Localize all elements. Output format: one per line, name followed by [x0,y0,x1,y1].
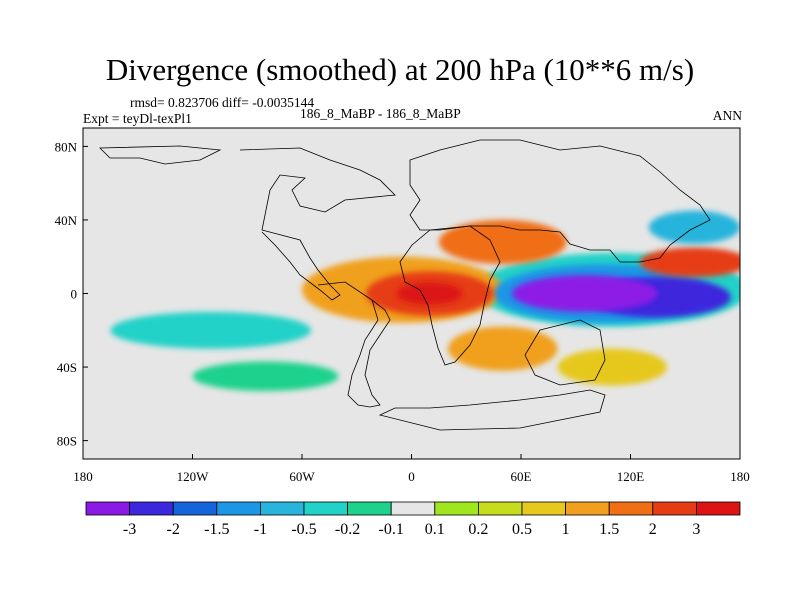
y-tick-label: 80N [55,139,78,154]
colorbar-label: -0.2 [335,521,360,538]
colorbar-label: 1 [562,521,570,538]
eurasia-outline [409,139,711,263]
australia-outline [524,319,606,386]
colorbar-swatch [696,501,741,516]
x-tick-label: 120W [177,469,210,484]
colorbar-label: -3 [123,521,136,538]
experiment-label: Expt = teyDl-texPl1 [83,111,192,126]
y-tick-label: 40S [57,360,77,375]
y-tick-label: 0 [71,287,78,302]
x-tick-label: 180 [73,469,93,484]
x-tick-label: 180 [730,469,750,484]
colorbar-swatch [434,501,479,516]
field-convergence-40N-160E [648,210,740,244]
x-tick-label: 120E [617,469,645,484]
x-tick-label: 60E [511,469,532,484]
colorbar-swatch [85,501,130,516]
colorbar-label: -0.5 [291,521,316,538]
colorbar-label: -1 [254,521,267,538]
y-tick-label: 40N [55,213,78,228]
divergence-field [110,210,740,391]
field-divergence-south-indian [557,348,667,386]
y-axis: 80N 40N 0 40S 80S [55,139,88,449]
season-label: ANN [712,108,742,123]
field-divergence-asia-25N [438,219,567,265]
colorbar-swatch [565,501,610,516]
colorbar-swatch [390,501,436,516]
colorbar-swatch [521,501,566,516]
y-tick-label: 80S [57,434,77,449]
colorbar-label: -1.5 [204,521,229,538]
field-divergence-africa-core [396,282,463,305]
north-america-outline [239,147,396,301]
colorbar-label: 0.1 [425,521,445,538]
colorbar-swatch [477,501,523,516]
colorbar-swatch [216,501,261,516]
field-convergence-south-pacific [110,311,312,349]
continent-outlines [99,139,711,431]
colorbar-swatch [259,501,305,516]
field-convergence-40S-atlantic [192,361,339,391]
colorbar-label: 1.5 [599,521,619,538]
colorbar-swatch [347,501,392,516]
colorbar-label: -0.1 [379,521,404,538]
field-divergence-east-pacific-20N [639,247,740,277]
colorbar-label: 2 [649,521,657,538]
colorbar-swatch [129,501,174,516]
rmsd-diff-label: rmsd= 0.823706 diff= -0.0035144 [130,95,315,110]
greenland-outline [99,145,222,165]
colorbar-swatch [608,501,654,516]
colorbar-label: 0.5 [512,521,532,538]
x-tick-label: 60W [289,469,315,484]
colorbar-swatch [172,501,218,516]
x-tick-label: 0 [408,469,415,484]
south-america-outline [317,281,391,408]
colorbar-label: -2 [167,521,180,538]
colorbar-swatch [303,501,348,516]
field-divergence-south-america [448,326,558,371]
antarctica-outline [378,389,606,431]
colorbar-label: 3 [692,521,700,538]
colorbar-label: 0.2 [468,521,488,538]
field-equatorial-convergence-60E-130E [511,275,658,312]
chart-title: Divergence (smoothed) at 200 hPa (10**6 … [105,52,695,87]
x-axis: 180 120W 60W 0 60E 120E 180 [73,454,750,484]
africa-outline [399,225,501,366]
colorbar-swatch [652,501,697,516]
case-label: 186_8_MaBP - 186_8_MaBP [300,106,461,121]
colorbar: -3 -2 -1.5 -1 -0.5 -0.2 -0.1 0.1 0.2 0.5 1 1.5 2 3 [85,501,741,538]
